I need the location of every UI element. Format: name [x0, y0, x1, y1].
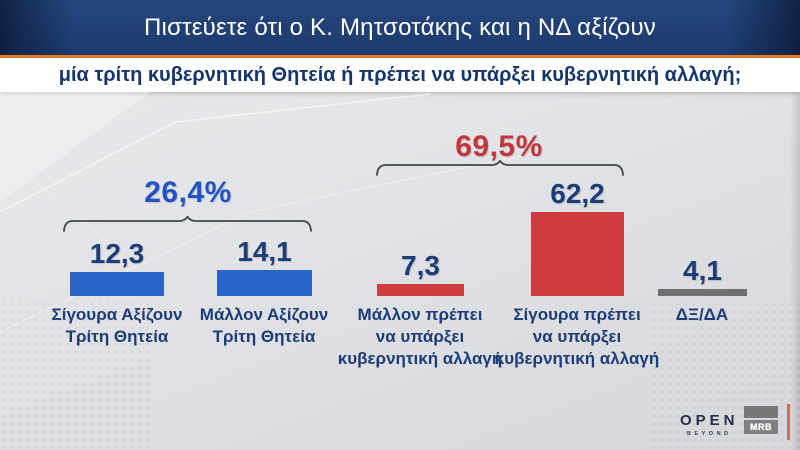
mrb-logo-text: MRB: [744, 420, 778, 434]
open-tv-logo: OPEN BEYOND: [680, 412, 739, 437]
mrb-logo: MRB: [744, 406, 778, 434]
page-title: Πιστεύετε ότι ο Κ. Μητσοτάκης και η ΝΔ α…: [144, 13, 656, 41]
bar-dk-da: [658, 289, 747, 296]
category-line: Μάλλον πρέπει: [357, 305, 483, 324]
category-line: να υπάρξει: [532, 326, 622, 346]
open-beyond-label: BEYOND: [686, 431, 732, 437]
group-total-third-term: 26,4%: [144, 176, 232, 209]
bar-value: 14,1: [237, 236, 292, 267]
edge-shade: [790, 92, 800, 450]
bar-value: 62,2: [550, 178, 605, 209]
category-line: Μάλλον Αξίζουν: [199, 305, 329, 324]
bar-value: 4,1: [683, 255, 722, 286]
category-label: Μάλλον Αξίζουν Τρίτη Θητεία: [179, 304, 349, 348]
category-label: Σίγουρα Αξίζουν Τρίτη Θητεία: [32, 304, 202, 348]
category-label: Μάλλον πρέπει να υπάρξει κυβερνητική αλλ…: [330, 304, 510, 369]
mrb-logo-bar: [744, 406, 778, 418]
bar-value: 7,3: [401, 250, 440, 281]
group-bracket-change: [376, 160, 624, 176]
bar-probably-change: [377, 284, 464, 296]
category-line: να υπάρξει: [375, 326, 465, 346]
subtitle-bar: μία τρίτη κυβερνητική Θητεία ή πρέπει να…: [0, 58, 800, 92]
orange-divider: [0, 55, 800, 58]
bar-sure-change: [531, 212, 624, 296]
category-line: Τρίτη Θητεία: [212, 326, 316, 346]
group-bracket-third-term: [63, 216, 312, 232]
category-line: Σίγουρα Αξίζουν: [51, 305, 183, 324]
category-line: Τρίτη Θητεία: [65, 326, 169, 346]
orange-accent-mark: [787, 404, 790, 440]
category-line: ΔΞ/ΔΑ: [675, 305, 729, 324]
category-line: Σίγουρα πρέπει: [513, 305, 641, 324]
bar-sure-third-term: [70, 272, 164, 296]
category-label: Σίγουρα πρέπει να υπάρξει κυβερνητική αλ…: [487, 304, 667, 369]
page-subtitle: μία τρίτη κυβερνητική Θητεία ή πρέπει να…: [58, 63, 742, 86]
open-logo-text: OPEN: [680, 412, 739, 429]
category-line: κυβερνητική αλλαγή: [337, 348, 503, 368]
bar-probably-third-term: [217, 270, 312, 296]
bar-value: 12,3: [89, 238, 145, 269]
category-line: κυβερνητική αλλαγή: [494, 348, 660, 368]
category-label: ΔΞ/ΔΑ: [642, 304, 762, 326]
group-total-change: 69,5%: [455, 130, 543, 163]
title-bar: Πιστεύετε ότι ο Κ. Μητσοτάκης και η ΝΔ α…: [0, 0, 800, 55]
